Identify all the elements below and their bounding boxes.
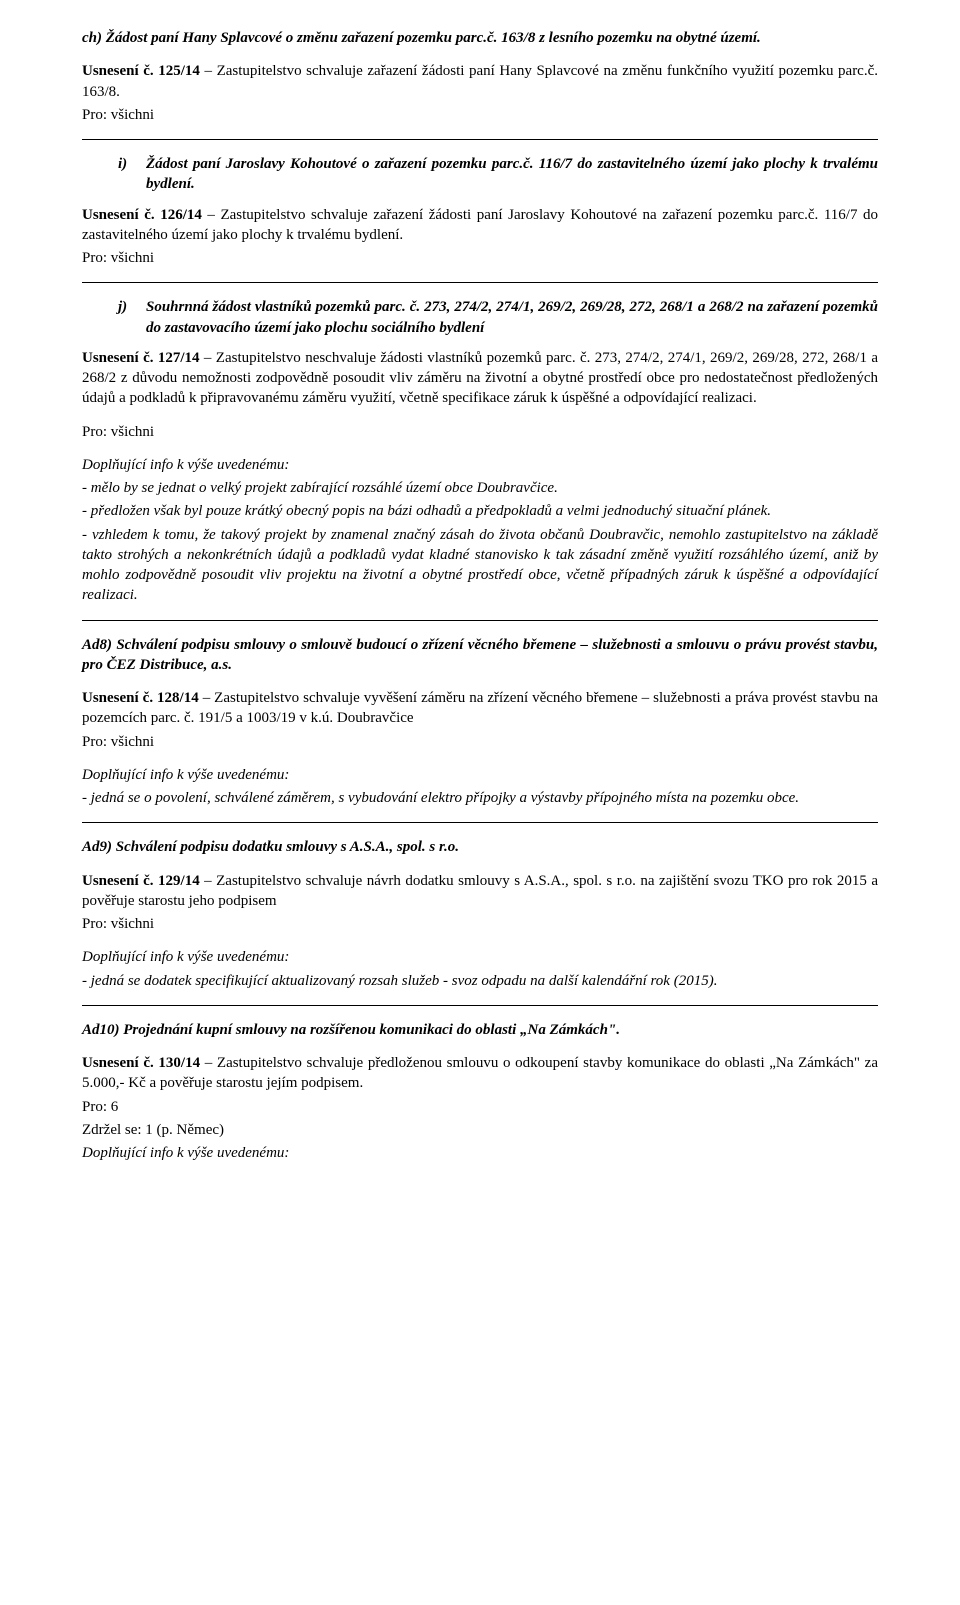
resolution-body: – Zastupitelstvo schvaluje zařazení žádo… bbox=[82, 207, 878, 243]
complement-line: - předložen však byl pouze krátký obecný… bbox=[82, 501, 878, 521]
vote-pro: Pro: všichni bbox=[82, 914, 878, 934]
heading-ad10: Ad10) Projednání kupní smlouvy na rozšíř… bbox=[82, 1020, 878, 1040]
heading-ad9: Ad9) Schválení podpisu dodatku smlouvy s… bbox=[82, 837, 878, 857]
divider bbox=[82, 1005, 878, 1006]
resolution-ad10: Usnesení č. 130/14 – Zastupitelstvo schv… bbox=[82, 1053, 878, 1094]
resolution-ch: Usnesení č. 125/14 – Zastupitelstvo schv… bbox=[82, 61, 878, 102]
divider bbox=[82, 822, 878, 823]
vote-pro: Pro: všichni bbox=[82, 105, 878, 125]
list-marker: j) bbox=[118, 297, 146, 338]
complement-title: Doplňující info k výše uvedenému: bbox=[82, 947, 878, 967]
complement-title: Doplňující info k výše uvedenému: bbox=[82, 455, 878, 475]
section-ad9: Ad9) Schválení podpisu dodatku smlouvy s… bbox=[82, 837, 878, 991]
resolution-body: – Zastupitelstvo schvaluje vyvěšení zámě… bbox=[82, 690, 878, 726]
heading-ad8: Ad8) Schválení podpisu smlouvy o smlouvě… bbox=[82, 635, 878, 676]
list-marker: i) bbox=[118, 154, 146, 195]
complement-line: - mělo by se jednat o velký projekt zabí… bbox=[82, 478, 878, 498]
heading-ch: ch) Žádost paní Hany Splavcové o změnu z… bbox=[82, 28, 878, 48]
complement-title: Doplňující info k výše uvedenému: bbox=[82, 765, 878, 785]
resolution-i: Usnesení č. 126/14 – Zastupitelstvo schv… bbox=[82, 205, 878, 246]
resolution-lead: Usnesení č. 129/14 bbox=[82, 873, 200, 889]
vote-pro: Pro: všichni bbox=[82, 248, 878, 268]
complement-line: - vzhledem k tomu, že takový projekt by … bbox=[82, 525, 878, 606]
section-ad8: Ad8) Schválení podpisu smlouvy o smlouvě… bbox=[82, 635, 878, 809]
complement-line: - jedná se dodatek specifikující aktuali… bbox=[82, 971, 878, 991]
resolution-lead: Usnesení č. 127/14 bbox=[82, 350, 200, 366]
vote-pro: Pro: všichni bbox=[82, 422, 878, 442]
resolution-body: – Zastupitelstvo schvaluje návrh dodatku… bbox=[82, 873, 878, 909]
resolution-body: – Zastupitelstvo schvaluje zařazení žádo… bbox=[82, 63, 878, 99]
resolution-ad8: Usnesení č. 128/14 – Zastupitelstvo schv… bbox=[82, 688, 878, 729]
heading-i: Žádost paní Jaroslavy Kohoutové o zařaze… bbox=[146, 154, 878, 195]
section-ch: ch) Žádost paní Hany Splavcové o změnu z… bbox=[82, 28, 878, 125]
divider bbox=[82, 139, 878, 140]
complement-line: - jedná se o povolení, schválené záměrem… bbox=[82, 788, 878, 808]
vote-pro: Pro: všichni bbox=[82, 732, 878, 752]
resolution-ad9: Usnesení č. 129/14 – Zastupitelstvo schv… bbox=[82, 871, 878, 912]
vote-pro: Pro: 6 bbox=[82, 1097, 878, 1117]
resolution-lead: Usnesení č. 128/14 bbox=[82, 690, 199, 706]
complement-title: Doplňující info k výše uvedenému: bbox=[82, 1143, 878, 1163]
section-j: j) Souhrnná žádost vlastníků pozemků par… bbox=[82, 297, 878, 605]
vote-zdrzel: Zdržel se: 1 (p. Němec) bbox=[82, 1120, 878, 1140]
section-i: i) Žádost paní Jaroslavy Kohoutové o zař… bbox=[82, 154, 878, 268]
divider bbox=[82, 282, 878, 283]
resolution-body: – Zastupitelstvo neschvaluje žádosti vla… bbox=[82, 350, 878, 407]
heading-j: Souhrnná žádost vlastníků pozemků parc. … bbox=[146, 297, 878, 338]
section-ad10: Ad10) Projednání kupní smlouvy na rozšíř… bbox=[82, 1020, 878, 1164]
resolution-lead: Usnesení č. 125/14 bbox=[82, 63, 200, 79]
resolution-body: – Zastupitelstvo schvaluje předloženou s… bbox=[82, 1055, 878, 1091]
resolution-lead: Usnesení č. 126/14 bbox=[82, 207, 202, 223]
resolution-lead: Usnesení č. 130/14 bbox=[82, 1055, 200, 1071]
resolution-j: Usnesení č. 127/14 – Zastupitelstvo nesc… bbox=[82, 348, 878, 409]
divider bbox=[82, 620, 878, 621]
